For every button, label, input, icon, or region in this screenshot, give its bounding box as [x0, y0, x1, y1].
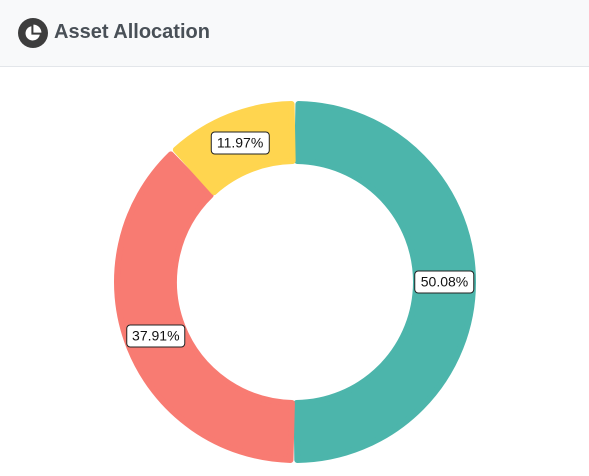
pie-chart-icon — [18, 18, 48, 48]
slice-data-label: 37.91% — [126, 324, 186, 348]
slice-data-label: 11.97% — [210, 131, 270, 155]
donut-chart: 50.08% 37.91% 11.97% — [0, 67, 589, 476]
donut-chart-svg — [114, 101, 476, 463]
slice-data-label: 50.08% — [414, 270, 475, 294]
donut-slice[interactable] — [293, 101, 476, 463]
card-title: Asset Allocation — [54, 21, 210, 43]
donut-slice[interactable] — [114, 151, 295, 463]
card-header: Asset Allocation — [0, 0, 589, 67]
